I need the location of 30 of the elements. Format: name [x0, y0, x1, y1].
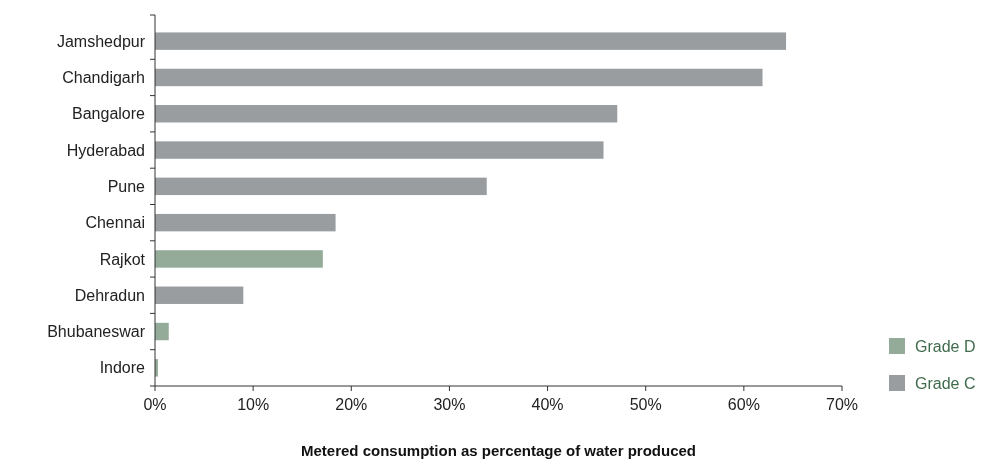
legend-label: Grade C [915, 374, 976, 392]
y-tick-label: Bangalore [72, 105, 146, 123]
x-tick-label: 20% [335, 396, 368, 413]
x-axis-title: Metered consumption as percentage of water produced [300, 442, 697, 459]
y-tick-label: Indore [99, 359, 146, 377]
x-tick-label: 70% [825, 396, 859, 413]
bar [155, 250, 323, 268]
x-tick-label: 0% [143, 396, 167, 413]
x-tick-label: 40% [531, 396, 564, 413]
bar [155, 177, 487, 196]
bar [155, 68, 763, 87]
bar [155, 105, 618, 123]
y-tick-label: Chandigarh [62, 69, 145, 87]
y-tick-label: Chennai [85, 214, 145, 232]
bar [155, 322, 169, 341]
x-tick-label: 60% [727, 396, 760, 413]
bar [155, 213, 336, 232]
y-tick-label: Pune [107, 177, 146, 195]
y-tick-label: Dehradun [74, 286, 145, 304]
x-tick-label: 10% [237, 396, 270, 413]
bar [155, 286, 244, 304]
y-tick-label: Rajkot [99, 250, 146, 268]
bar [155, 32, 787, 50]
y-tick-label: Bhubaneswar [47, 323, 146, 341]
x-tick-label: 30% [433, 396, 466, 413]
y-tick-label: Jamshedpur [56, 32, 146, 50]
legend-label: Grade D [915, 337, 976, 355]
bar [155, 141, 604, 159]
y-tick-label: Hyderabad [66, 141, 145, 159]
x-tick-label: 50% [629, 396, 662, 413]
